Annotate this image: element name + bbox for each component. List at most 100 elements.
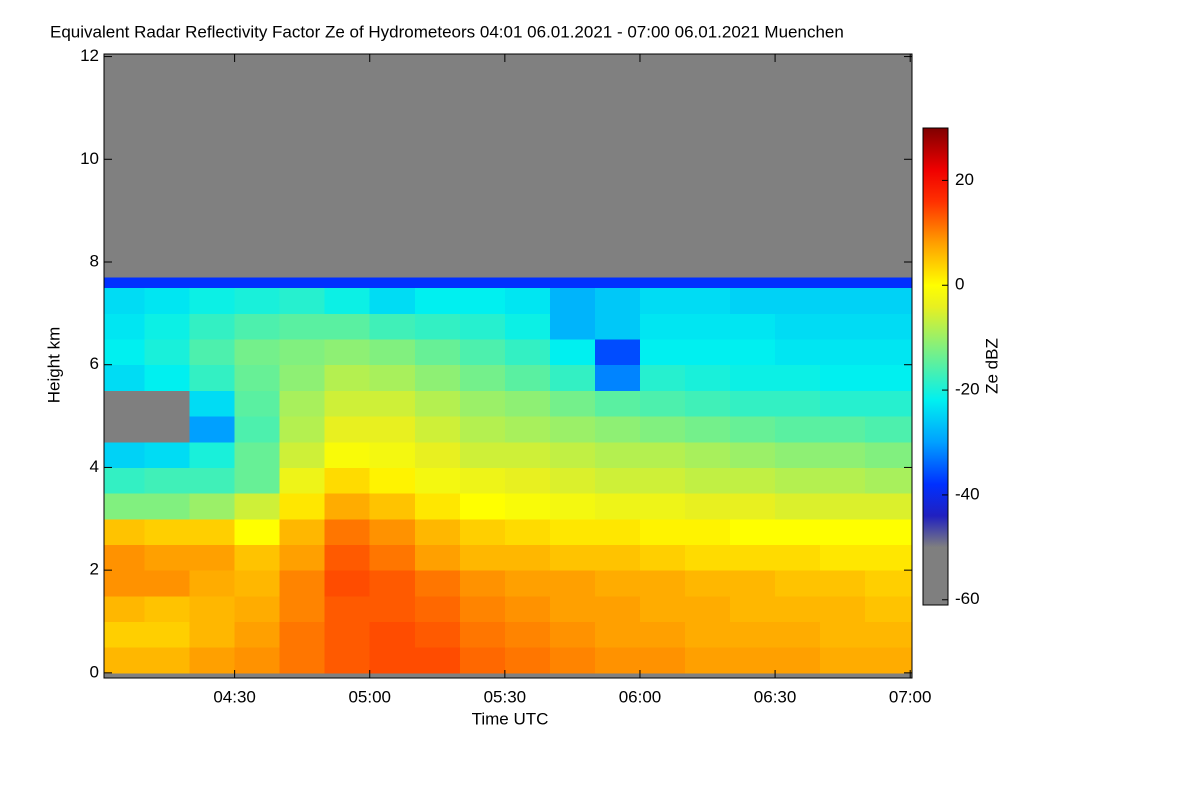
heatmap-cell [459, 544, 506, 571]
plot-area [103, 53, 913, 679]
heatmap-cell [234, 441, 281, 468]
heatmap-cell [144, 364, 191, 391]
heatmap-cell [414, 544, 461, 571]
x-axis-label: Time UTC [472, 709, 549, 728]
heatmap-cell [279, 364, 326, 391]
heatmap-cell [279, 544, 326, 571]
heatmap-cell [820, 277, 866, 289]
heatmap-cell [865, 277, 913, 289]
heatmap-cell [865, 518, 913, 545]
heatmap-cell [414, 621, 461, 648]
heatmap-cell [459, 277, 506, 289]
heatmap-cell [104, 441, 146, 468]
heatmap-cell [639, 493, 686, 520]
heatmap-cell [685, 544, 731, 571]
heatmap-cell [730, 518, 776, 545]
heatmap-cell [324, 390, 371, 417]
heatmap-cell [189, 277, 236, 289]
chart-title: Equivalent Radar Reflectivity Factor Ze … [50, 22, 844, 41]
heatmap-cell [594, 595, 641, 623]
heatmap-cell [865, 493, 913, 520]
x-tick-label: 06:30 [754, 687, 797, 706]
heatmap-cell [459, 364, 506, 391]
heatmap-cell [369, 313, 416, 340]
heatmap-cell [324, 339, 371, 366]
heatmap-cell [730, 544, 776, 571]
heatmap-cell [820, 390, 866, 417]
heatmap-cell [104, 595, 146, 623]
heatmap-cell [234, 416, 281, 443]
heatmap-cell [369, 647, 416, 674]
heatmap-cell [189, 595, 236, 623]
heatmap-cell [685, 313, 731, 340]
heatmap-cell [549, 570, 596, 597]
heatmap-cell [504, 544, 551, 571]
heatmap-cell [594, 441, 641, 468]
heatmap-cell [189, 313, 236, 340]
heatmap-cell [639, 647, 686, 674]
heatmap-cell [730, 493, 776, 520]
heatmap-cell [414, 570, 461, 597]
heatmap-cell [414, 416, 461, 443]
heatmap-cell [189, 390, 236, 417]
heatmap-cell [504, 364, 551, 391]
heatmap-cell [324, 493, 371, 520]
heatmap-cell [775, 647, 821, 674]
heatmap-cell [369, 493, 416, 520]
heatmap-cell [594, 621, 641, 648]
heatmap-cell [820, 416, 866, 443]
heatmap-cell [144, 493, 191, 520]
heatmap-cell [549, 390, 596, 417]
heatmap-cell [459, 595, 506, 623]
y-tick-label: 4 [90, 457, 99, 476]
heatmap-cell [549, 287, 596, 314]
heatmap-cell [189, 570, 236, 597]
heatmap-cell [865, 621, 913, 648]
heatmap-cell [775, 570, 821, 597]
heatmap-cell [189, 287, 236, 314]
heatmap-cell [775, 390, 821, 417]
heatmap-cell [324, 364, 371, 391]
heatmap-cell [504, 339, 551, 366]
heatmap-cell [234, 493, 281, 520]
heatmap-cell [504, 287, 551, 314]
heatmap-cell [865, 390, 913, 417]
heatmap-cell [685, 493, 731, 520]
heatmap-cell [820, 595, 866, 623]
heatmap-cell [594, 416, 641, 443]
heatmap-cell [144, 287, 191, 314]
heatmap-cell [639, 595, 686, 623]
heatmap-cell [820, 364, 866, 391]
heatmap-cell [504, 595, 551, 623]
heatmap-cell [549, 441, 596, 468]
heatmap-cell [730, 647, 776, 674]
heatmap-cell [685, 570, 731, 597]
heatmap-cell [324, 518, 371, 545]
heatmap-cell [189, 339, 236, 366]
heatmap-cell [775, 518, 821, 545]
heatmap-cell [730, 287, 776, 314]
heatmap-cell [504, 570, 551, 597]
heatmap-cell [549, 544, 596, 571]
heatmap-cell [414, 595, 461, 623]
heatmap-cell [549, 277, 596, 289]
heatmap-cell [104, 416, 146, 443]
heatmap-cell [459, 467, 506, 494]
heatmap-cell [865, 364, 913, 391]
heatmap-cell [594, 467, 641, 494]
heatmap-cell [104, 647, 146, 674]
heatmap-cell [279, 416, 326, 443]
heatmap-cell [144, 416, 191, 443]
heatmap-cell [369, 441, 416, 468]
colorbar [922, 127, 949, 606]
heatmap-cell [820, 570, 866, 597]
heatmap-cell [865, 595, 913, 623]
heatmap-cell [504, 518, 551, 545]
heatmap-cell [549, 364, 596, 391]
heatmap-cell [594, 313, 641, 340]
heatmap-cell [504, 277, 551, 289]
heatmap-cell [414, 467, 461, 494]
heatmap-cell [685, 467, 731, 494]
heatmap-cell [865, 287, 913, 314]
